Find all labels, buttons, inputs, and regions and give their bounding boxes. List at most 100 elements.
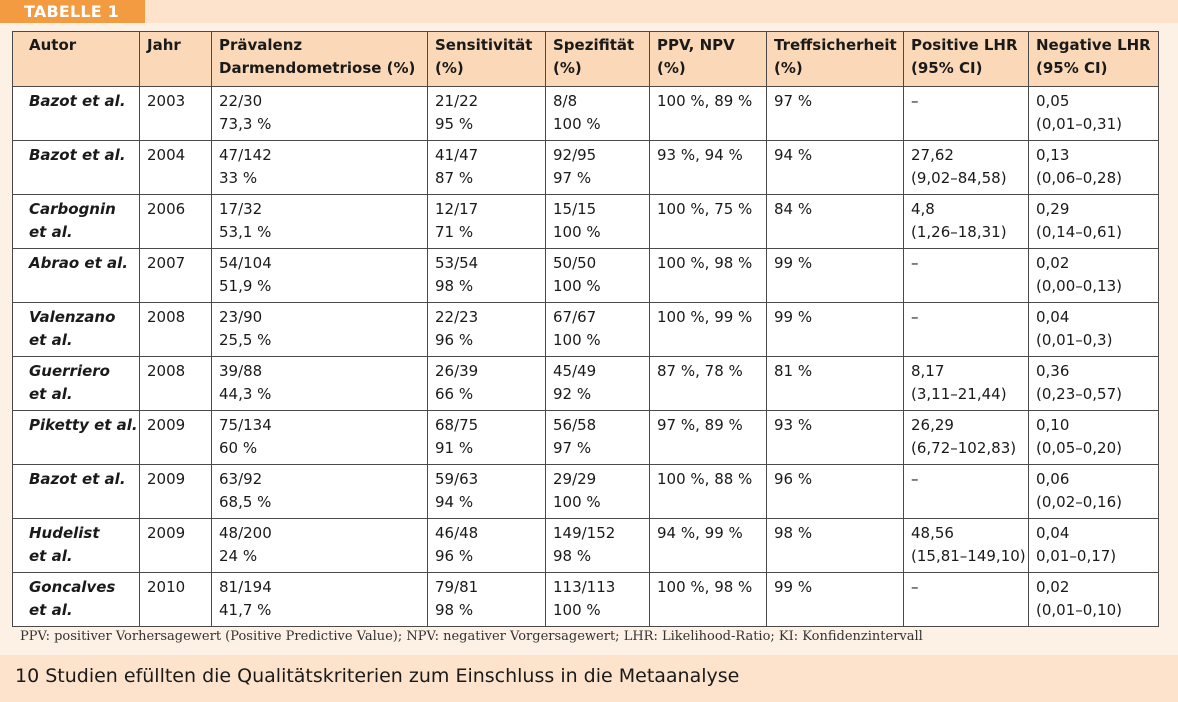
cell-sensitivitaet: 22/23 96 %: [427, 302, 546, 357]
cell-praevalenz: 63/92 68,5 %: [211, 464, 428, 519]
table-caption: 10 Studien efüllten die Qualitätskriteri…: [15, 665, 740, 687]
cell-praevalenz: 81/194 41,7 %: [211, 572, 428, 627]
cell-praevalenz: 75/134 60 %: [211, 410, 428, 465]
cell-treffsicherheit: 84 %: [766, 194, 904, 249]
cell-negative-lhr: 0,02 (0,01–0,10): [1028, 572, 1159, 627]
cell-autor: Piketty et al.: [12, 410, 140, 465]
cell-autor: Bazot et al.: [12, 140, 140, 195]
cell-autor: Bazot et al.: [12, 86, 140, 141]
table-row: Bazot et al. 2003 22/30 73,3 % 21/22 95 % 8/8 1…: [12, 86, 1159, 141]
table-row: Guerriero et al. 2008 39/88 44,3 % 26/39 66 % 4…: [12, 356, 1159, 411]
cell-sensitivitaet: 59/63 94 %: [427, 464, 546, 519]
table-footnote: PPV: positiver Vorhersagewert (Positive …: [20, 629, 923, 644]
cell-positive-lhr: 26,29 (6,72–102,83): [903, 410, 1029, 465]
cell-positive-lhr: –: [903, 302, 1029, 357]
cell-praevalenz: 39/88 44,3 %: [211, 356, 428, 411]
cell-spezifitaet: 50/50 100 %: [545, 248, 650, 303]
cell-sensitivitaet: 46/48 96 %: [427, 518, 546, 573]
cell-autor: Carbognin et al.: [12, 194, 140, 249]
table-label: TABELLE 1: [0, 0, 145, 23]
cell-jahr: 2006: [139, 194, 212, 249]
table-row: Valenzano et al. 2008 23/90 25,5 % 22/23 96 % 6…: [12, 302, 1159, 357]
header-autor: Autor: [12, 31, 140, 87]
cell-autor: Guerriero et al.: [12, 356, 140, 411]
cell-praevalenz: 17/32 53,1 %: [211, 194, 428, 249]
cell-sensitivitaet: 68/75 91 %: [427, 410, 546, 465]
cell-ppv-npv: 100 %, 98 %: [649, 248, 767, 303]
cell-jahr: 2009: [139, 518, 212, 573]
cell-treffsicherheit: 99 %: [766, 572, 904, 627]
cell-ppv-npv: 100 %, 75 %: [649, 194, 767, 249]
cell-treffsicherheit: 99 %: [766, 302, 904, 357]
cell-negative-lhr: 0,04 (0,01–0,3): [1028, 302, 1159, 357]
table-row: Abrao et al. 2007 54/104 51,9 % 53/54 98 % 50/…: [12, 248, 1159, 303]
cell-autor: Bazot et al.: [12, 464, 140, 519]
cell-ppv-npv: 94 %, 99 %: [649, 518, 767, 573]
cell-sensitivitaet: 53/54 98 %: [427, 248, 546, 303]
cell-praevalenz: 48/200 24 %: [211, 518, 428, 573]
cell-ppv-npv: 100 %, 98 %: [649, 572, 767, 627]
cell-praevalenz: 54/104 51,9 %: [211, 248, 428, 303]
cell-negative-lhr: 0,04 0,01–0,17): [1028, 518, 1159, 573]
cell-spezifitaet: 92/95 97 %: [545, 140, 650, 195]
cell-ppv-npv: 100 %, 88 %: [649, 464, 767, 519]
cell-ppv-npv: 87 %, 78 %: [649, 356, 767, 411]
header-ppv-npv: PPV, NPV (%): [649, 31, 767, 87]
cell-jahr: 2009: [139, 464, 212, 519]
cell-negative-lhr: 0,10 (0,05–0,20): [1028, 410, 1159, 465]
header-negative-lhr: Negative LHR (95% CI): [1028, 31, 1159, 87]
cell-spezifitaet: 149/152 98 %: [545, 518, 650, 573]
cell-ppv-npv: 93 %, 94 %: [649, 140, 767, 195]
cell-jahr: 2008: [139, 302, 212, 357]
cell-spezifitaet: 15/15 100 %: [545, 194, 650, 249]
cell-negative-lhr: 0,06 (0,02–0,16): [1028, 464, 1159, 519]
header-praevalenz: Prävalenz Darmendometriose (%): [211, 31, 428, 87]
cell-spezifitaet: 56/58 97 %: [545, 410, 650, 465]
cell-spezifitaet: 8/8 100 %: [545, 86, 650, 141]
cell-jahr: 2003: [139, 86, 212, 141]
cell-ppv-npv: 100 %, 99 %: [649, 302, 767, 357]
cell-praevalenz: 23/90 25,5 %: [211, 302, 428, 357]
header-treffsicherheit: Treffsicherheit (%): [766, 31, 904, 87]
cell-jahr: 2007: [139, 248, 212, 303]
cell-treffsicherheit: 98 %: [766, 518, 904, 573]
header-spezifitaet: Spezifität (%): [545, 31, 650, 87]
cell-spezifitaet: 29/29 100 %: [545, 464, 650, 519]
cell-autor: Valenzano et al.: [12, 302, 140, 357]
cell-spezifitaet: 67/67 100 %: [545, 302, 650, 357]
header-jahr: Jahr: [139, 31, 212, 87]
cell-positive-lhr: 4,8 (1,26–18,31): [903, 194, 1029, 249]
table-row: Bazot et al. 2004 47/142 33 % 41/47 87 % 92/95…: [12, 140, 1159, 195]
caption-bar: 10 Studien efüllten die Qualitätskriteri…: [0, 655, 1178, 702]
cell-negative-lhr: 0,36 (0,23–0,57): [1028, 356, 1159, 411]
cell-sensitivitaet: 21/22 95 %: [427, 86, 546, 141]
cell-spezifitaet: 113/113 100 %: [545, 572, 650, 627]
cell-jahr: 2004: [139, 140, 212, 195]
cell-treffsicherheit: 97 %: [766, 86, 904, 141]
cell-treffsicherheit: 96 %: [766, 464, 904, 519]
cell-ppv-npv: 100 %, 89 %: [649, 86, 767, 141]
cell-sensitivitaet: 79/81 98 %: [427, 572, 546, 627]
cell-positive-lhr: –: [903, 464, 1029, 519]
cell-ppv-npv: 97 %, 89 %: [649, 410, 767, 465]
cell-treffsicherheit: 99 %: [766, 248, 904, 303]
table-row: Piketty et al. 2009 75/134 60 % 68/75 91 % 56/…: [12, 410, 1159, 465]
cell-sensitivitaet: 41/47 87 %: [427, 140, 546, 195]
cell-sensitivitaet: 26/39 66 %: [427, 356, 546, 411]
cell-treffsicherheit: 81 %: [766, 356, 904, 411]
cell-autor: Goncalves et al.: [12, 572, 140, 627]
cell-treffsicherheit: 93 %: [766, 410, 904, 465]
cell-praevalenz: 47/142 33 %: [211, 140, 428, 195]
cell-spezifitaet: 45/49 92 %: [545, 356, 650, 411]
table-row: Carbognin et al. 2006 17/32 53,1 % 12/17 71 % 1…: [12, 194, 1159, 249]
table-row: Hudelist et al. 2009 48/200 24 % 46/48 96 % 149…: [12, 518, 1159, 573]
table-header-row: Autor Jahr Prävalenz Darmendometriose (%)…: [12, 31, 1159, 87]
table-row: Bazot et al. 2009 63/92 68,5 % 59/63 94 % 29/2…: [12, 464, 1159, 519]
table-body: Bazot et al. 2003 22/30 73,3 % 21/22 95 % 8/8 1…: [12, 86, 1159, 627]
cell-negative-lhr: 0,29 (0,14–0,61): [1028, 194, 1159, 249]
cell-praevalenz: 22/30 73,3 %: [211, 86, 428, 141]
cell-sensitivitaet: 12/17 71 %: [427, 194, 546, 249]
header-positive-lhr: Positive LHR (95% CI): [903, 31, 1029, 87]
table-panel: Autor Jahr Prävalenz Darmendometriose (%)…: [0, 23, 1178, 655]
cell-positive-lhr: 8,17 (3,11–21,44): [903, 356, 1029, 411]
